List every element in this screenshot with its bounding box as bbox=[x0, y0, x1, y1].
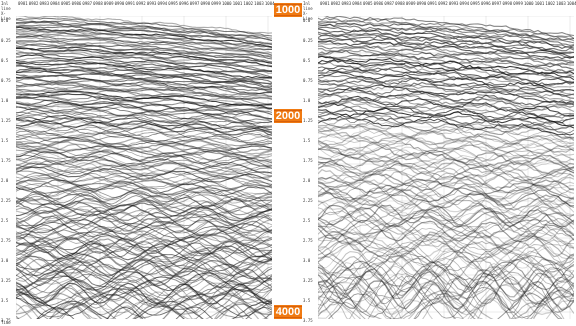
trace-label: 0985 bbox=[60, 1, 71, 6]
time-tick-label: 2.0 bbox=[1, 178, 9, 183]
seismic-image-right bbox=[318, 16, 574, 319]
trace-label: 1000 bbox=[221, 1, 232, 6]
seismic-image-left bbox=[16, 16, 272, 319]
time-tick-label: 0.0 bbox=[303, 18, 311, 23]
trace-label: 0993 bbox=[146, 1, 157, 6]
trace-label: 0992 bbox=[438, 1, 448, 6]
trace-label: 0987 bbox=[384, 1, 395, 6]
trace-label: 1004 bbox=[566, 1, 576, 6]
trace-label: 1000 bbox=[523, 1, 534, 6]
trace-label: 1001 bbox=[534, 1, 545, 6]
time-tick-label: 3.0 bbox=[1, 258, 9, 263]
time-tick-label: 1.25 bbox=[1, 118, 11, 123]
trace-label: 0995 bbox=[470, 1, 480, 6]
trace-labels: 0981 0982 0983 0984 0985 0986 0987 0988 0989 0990… bbox=[18, 1, 274, 6]
trace-label: 1003 bbox=[556, 1, 566, 6]
trace-label: 0984 bbox=[50, 1, 60, 6]
time-tick-label: 2.25 bbox=[1, 198, 11, 203]
time-tick-label: 3.25 bbox=[303, 278, 313, 283]
trace-label: 0994 bbox=[459, 1, 470, 6]
time-tick-label: 0.25 bbox=[303, 38, 313, 43]
trace-label: 0990 bbox=[114, 1, 125, 6]
time-tick-label: 1.0 bbox=[303, 98, 311, 103]
time-tick-label: 1.5 bbox=[303, 138, 311, 143]
trace-label: 0985 bbox=[362, 1, 373, 6]
time-tick-label: 3.0 bbox=[303, 258, 311, 263]
trace-label: 0982 bbox=[28, 1, 39, 6]
depth-marker: 1000 bbox=[274, 2, 302, 17]
trace-labels: 0981 0982 0983 0984 0985 0986 0987 0988 0989 0990… bbox=[320, 1, 576, 6]
seismic-section-left: Inl line X-Line 0981 0982 0983 0984 0985 0986… bbox=[0, 0, 274, 326]
trace-label: 0997 bbox=[189, 1, 200, 6]
time-tick-label: 2.75 bbox=[1, 238, 11, 243]
time-tick-label: 2.0 bbox=[303, 178, 311, 183]
trace-label: 0996 bbox=[481, 1, 491, 6]
time-tick-label: 1.75 bbox=[1, 158, 11, 163]
trace-label: 0981 bbox=[18, 1, 28, 6]
trace-label: 0996 bbox=[179, 1, 189, 6]
seismic-section-right: Inl line X-Line 0981 0982 0983 0984 0985 0986… bbox=[302, 0, 576, 326]
time-tick-label: 3.5 bbox=[1, 298, 9, 303]
depth-ruler-bar bbox=[284, 0, 292, 326]
time-tick-label: 0.5 bbox=[303, 58, 311, 63]
depth-ruler: 1000 2000 4000 bbox=[274, 0, 302, 326]
header-axis-label: Inl line X-Line bbox=[1, 1, 11, 21]
trace-label: 0997 bbox=[491, 1, 502, 6]
trace-label: 0988 bbox=[395, 1, 405, 6]
time-tick-label: 0.75 bbox=[303, 78, 313, 83]
time-tick-label: 2.5 bbox=[1, 218, 9, 223]
trace-label: 0988 bbox=[93, 1, 103, 6]
time-axis-right: 0.0 0.25 0.5 0.75 1.0 1.25 1.5 1.75 2.0 2.25 2.5 2.… bbox=[302, 18, 318, 323]
trace-label: 0995 bbox=[168, 1, 178, 6]
time-tick-label: 1.0 bbox=[1, 98, 9, 103]
header-axis-label: Inl line X-Line bbox=[303, 1, 313, 21]
trace-label: 0983 bbox=[341, 1, 352, 6]
time-tick-label: 2.5 bbox=[303, 218, 311, 223]
time-tick-label: 3.75 bbox=[303, 318, 313, 323]
time-tick-label: 2.75 bbox=[303, 238, 313, 243]
depth-marker: 2000 bbox=[274, 109, 302, 124]
time-tick-label: 3.75 bbox=[1, 318, 11, 323]
time-axis-left: 0.0 0.25 0.5 0.75 1.0 1.25 1.5 1.75 2.0 2.25 2.5 2.… bbox=[0, 18, 16, 323]
time-tick-label: 0.5 bbox=[1, 58, 9, 63]
time-tick-label: 3.25 bbox=[1, 278, 11, 283]
trace-label: 0984 bbox=[352, 1, 362, 6]
trace-label: 0989 bbox=[103, 1, 114, 6]
time-tick-label: 0.25 bbox=[1, 38, 11, 43]
trace-label: 0999 bbox=[211, 1, 221, 6]
trace-header-left: Inl line X-Line 0981 0982 0983 0984 0985 0986… bbox=[0, 0, 274, 21]
trace-label: 0994 bbox=[157, 1, 168, 6]
trace-label: 0992 bbox=[136, 1, 146, 6]
trace-header-right: Inl line X-Line 0981 0982 0983 0984 0985 0986… bbox=[302, 0, 576, 21]
time-tick-label: 1.5 bbox=[1, 138, 9, 143]
trace-label: 0987 bbox=[82, 1, 93, 6]
trace-label: 0999 bbox=[513, 1, 523, 6]
trace-label: 0981 bbox=[320, 1, 330, 6]
trace-label: 1003 bbox=[254, 1, 264, 6]
time-tick-label: 1.75 bbox=[303, 158, 313, 163]
time-tick-label: 0.0 bbox=[1, 18, 9, 23]
time-tick-label: 0.75 bbox=[1, 78, 11, 83]
trace-label: 0983 bbox=[39, 1, 50, 6]
trace-label: 0998 bbox=[502, 1, 513, 6]
trace-label: 0986 bbox=[373, 1, 384, 6]
depth-marker: 4000 bbox=[274, 304, 302, 319]
trace-label: 0991 bbox=[125, 1, 135, 6]
trace-label: 0998 bbox=[200, 1, 211, 6]
trace-label: 0990 bbox=[416, 1, 427, 6]
time-tick-label: 2.25 bbox=[303, 198, 313, 203]
trace-label: 0989 bbox=[405, 1, 416, 6]
trace-label: 0986 bbox=[71, 1, 82, 6]
trace-label: 0991 bbox=[427, 1, 437, 6]
trace-label: 0993 bbox=[448, 1, 459, 6]
trace-label: 1002 bbox=[545, 1, 556, 6]
trace-label: 1001 bbox=[232, 1, 243, 6]
time-tick-label: 1.25 bbox=[303, 118, 313, 123]
time-tick-label: 3.5 bbox=[303, 298, 311, 303]
trace-label: 1004 bbox=[264, 1, 274, 6]
trace-label: 1002 bbox=[243, 1, 254, 6]
time-axis-footer: Time bbox=[1, 320, 11, 325]
trace-label: 0982 bbox=[330, 1, 341, 6]
